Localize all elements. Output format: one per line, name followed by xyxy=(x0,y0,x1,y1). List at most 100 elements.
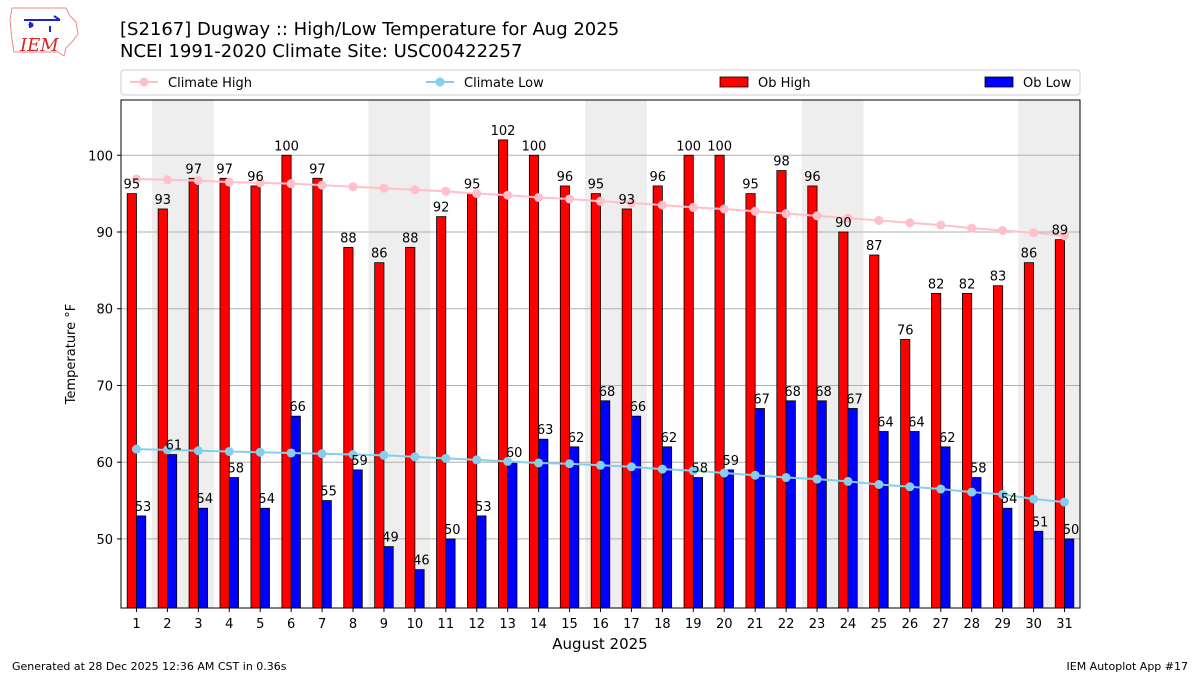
ob-low-label: 63 xyxy=(537,423,554,438)
x-axis-label: August 2025 xyxy=(552,635,647,653)
x-tick-label: 14 xyxy=(530,617,547,632)
legend-climate-low-label: Climate Low xyxy=(464,76,544,91)
ob-high-label: 100 xyxy=(522,139,547,154)
x-tick-label: 25 xyxy=(871,617,888,632)
ob-high-bar xyxy=(900,339,911,609)
ob-low-label: 67 xyxy=(753,392,770,407)
ob-high-label: 87 xyxy=(866,239,883,254)
iem-logo: IEM xyxy=(9,7,79,57)
climate-high-point xyxy=(348,182,358,192)
ob-low-label: 61 xyxy=(166,439,183,454)
legend: Climate High Climate Low Ob High Ob Low xyxy=(120,69,1081,96)
ob-high-bar xyxy=(714,154,725,609)
x-tick-label: 22 xyxy=(778,617,795,632)
ob-low-bar xyxy=(167,454,178,609)
ob-low-bar xyxy=(507,461,518,609)
y-tick-label: 90 xyxy=(96,226,113,241)
svg-text:IEM: IEM xyxy=(19,35,59,56)
ob-high-label: 86 xyxy=(371,247,388,262)
ob-high-bar xyxy=(312,177,323,609)
legend-ob-low-label: Ob Low xyxy=(1023,76,1072,91)
ob-high-label: 89 xyxy=(1052,224,1069,239)
climate-low-point xyxy=(874,479,884,489)
climate-high-point xyxy=(626,198,636,208)
y-tick-label: 50 xyxy=(96,533,113,548)
ob-low-label: 58 xyxy=(692,462,709,477)
ob-high-bar xyxy=(931,292,942,609)
legend-ob-high-label: Ob High xyxy=(758,76,811,91)
climate-high-point xyxy=(596,196,605,206)
ob-low-label: 49 xyxy=(382,531,399,546)
ob-low-label: 54 xyxy=(1001,492,1018,507)
legend-climate-high-marker xyxy=(139,77,149,87)
climate-low-point xyxy=(348,450,358,460)
ob-high-label: 100 xyxy=(707,139,732,154)
climate-high-point xyxy=(688,202,698,212)
climate-low-point xyxy=(162,445,172,455)
climate-low-point xyxy=(503,456,513,466)
x-tick-label: 3 xyxy=(194,617,202,632)
ob-high-bar xyxy=(1023,262,1034,609)
climate-low-point xyxy=(688,466,698,476)
ob-low-bar xyxy=(723,469,734,609)
ob-low-bar xyxy=(816,400,827,609)
climate-low-point xyxy=(750,470,760,480)
ob-low-bar xyxy=(321,500,332,609)
x-tick-label: 8 xyxy=(349,617,357,632)
ob-high-label: 95 xyxy=(464,178,481,193)
climate-high-point xyxy=(317,180,327,190)
climate-low-point xyxy=(719,468,729,478)
climate-high-point xyxy=(905,218,915,228)
climate-high-point xyxy=(193,176,203,186)
ob-low-label: 51 xyxy=(1032,515,1049,530)
climate-high-point xyxy=(472,189,482,199)
ob-low-label: 66 xyxy=(289,400,306,415)
ob-high-bar xyxy=(652,185,663,609)
ob-high-label: 97 xyxy=(309,162,326,177)
x-tick-label: 27 xyxy=(933,617,950,632)
climate-high-point xyxy=(936,220,946,230)
climate-low-point xyxy=(1060,497,1070,507)
ob-low-bar xyxy=(878,431,889,609)
ob-low-label: 54 xyxy=(197,492,214,507)
ob-high-label: 96 xyxy=(247,170,264,185)
ob-high-bar xyxy=(343,246,354,609)
ob-high-bar xyxy=(838,231,849,609)
ob-low-label: 58 xyxy=(227,462,244,477)
climate-low-point xyxy=(534,458,544,468)
ob-high-label: 95 xyxy=(742,178,759,193)
ob-high-label: 100 xyxy=(274,139,299,154)
climate-low-point xyxy=(1029,494,1039,504)
x-tick-label: 24 xyxy=(840,617,857,632)
ob-low-bar xyxy=(909,431,920,609)
ob-low-bar xyxy=(971,477,982,609)
climate-high-point xyxy=(503,190,513,200)
climate-low-point xyxy=(224,446,234,456)
ob-low-bar xyxy=(785,400,796,609)
climate-low-point xyxy=(657,464,667,474)
x-tick-label: 5 xyxy=(256,617,264,632)
x-tick-label: 23 xyxy=(809,617,826,632)
ob-low-bar xyxy=(940,446,951,609)
climate-low-point xyxy=(905,482,915,492)
ob-low-bar xyxy=(197,507,209,609)
ob-high-label: 96 xyxy=(557,170,574,185)
climate-low-point xyxy=(843,476,853,486)
ob-high-label: 88 xyxy=(340,231,357,246)
ob-low-label: 53 xyxy=(475,500,492,515)
x-tick-label: 11 xyxy=(438,617,455,632)
legend-ob-high-swatch xyxy=(719,76,749,88)
ob-high-label: 93 xyxy=(619,193,636,208)
ob-low-label: 53 xyxy=(135,500,152,515)
ob-high-bar xyxy=(992,285,1004,609)
ob-high-bar xyxy=(528,154,540,609)
climate-high-point xyxy=(657,200,667,210)
climate-high-point xyxy=(379,183,389,193)
x-tick-label: 9 xyxy=(380,617,388,632)
ob-high-bar xyxy=(374,262,385,609)
climate-low-point xyxy=(626,462,636,472)
ob-low-bar xyxy=(445,538,456,609)
ob-high-bar xyxy=(188,177,199,609)
climate-high-point xyxy=(874,215,884,225)
